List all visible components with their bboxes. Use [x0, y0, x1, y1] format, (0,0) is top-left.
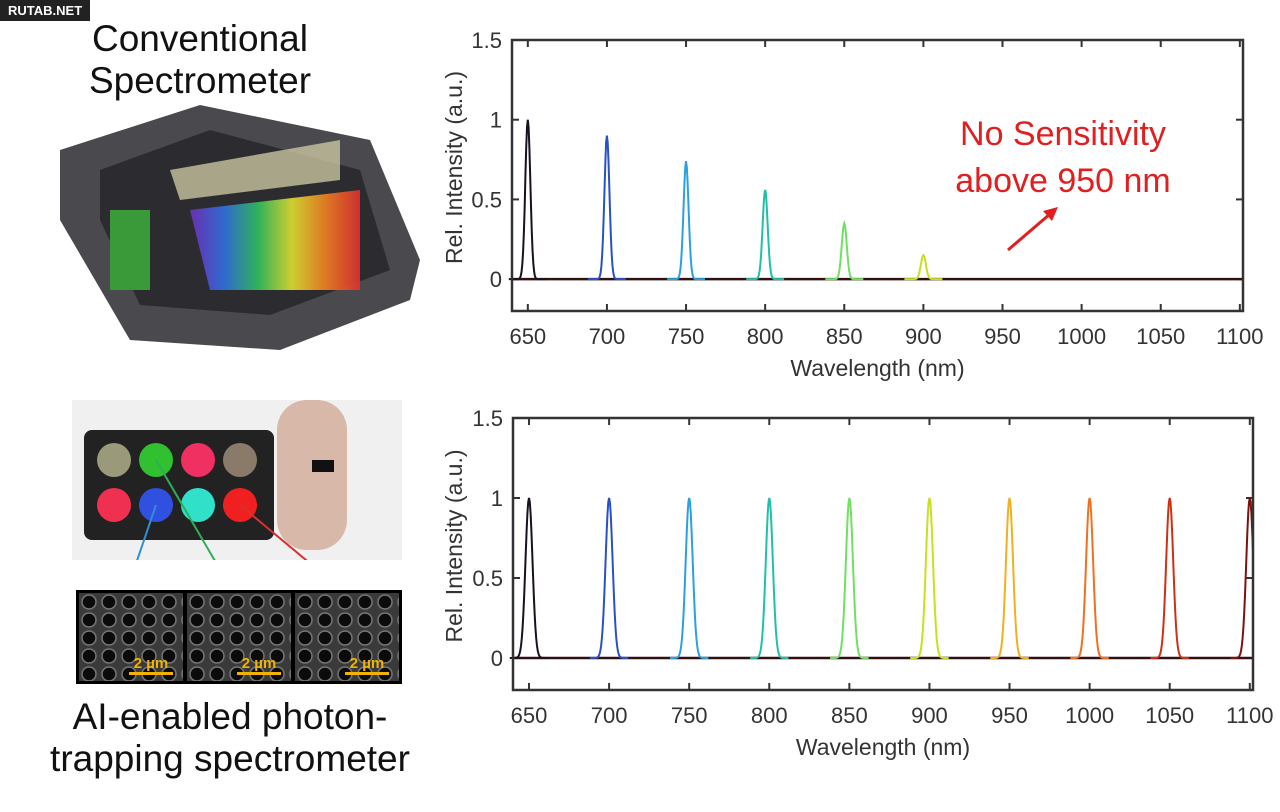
x-tick-label: 1050 — [1145, 703, 1194, 728]
x-tick-label: 950 — [984, 324, 1021, 349]
x-tick-label: 700 — [589, 324, 626, 349]
spectrum-peak-900 — [910, 497, 949, 659]
plot-frame — [511, 416, 1255, 692]
annotation-arrow — [1007, 212, 1051, 252]
x-axis-label: Wavelength (nm) — [796, 734, 970, 760]
conventional-caption: Conventional Spectrometer — [50, 18, 350, 102]
x-tick-label: 1000 — [1057, 324, 1106, 349]
y-tick-label: 0.5 — [472, 566, 503, 591]
x-tick-label: 1050 — [1136, 324, 1185, 349]
spectrum-peak-850 — [825, 219, 864, 281]
x-tick-label: 650 — [509, 324, 546, 349]
x-tick-label: 750 — [671, 703, 708, 728]
spectrum-peak-1100 — [1230, 497, 1254, 659]
x-tick-label: 800 — [751, 703, 788, 728]
y-tick-label: 0 — [491, 646, 503, 671]
spectrum-peak-850 — [830, 497, 869, 659]
sem-image-blue: 2 µm — [76, 590, 186, 684]
x-tick-label: 850 — [826, 324, 863, 349]
scale-bar: 2 µm — [129, 655, 173, 675]
x-tick-label: 800 — [747, 324, 784, 349]
caption-line: Conventional — [92, 18, 308, 59]
spectrum-peak-800 — [750, 497, 789, 659]
x-tick-label: 950 — [991, 703, 1028, 728]
spectrum-peak-650 — [508, 119, 547, 281]
x-tick-label: 700 — [591, 703, 628, 728]
x-tick-label: 900 — [905, 324, 942, 349]
caption-line: Spectrometer — [88, 60, 312, 101]
spectrometer-illustration — [60, 105, 420, 350]
y-axis-label: Rel. Intensity (a.u.) — [441, 449, 467, 642]
y-tick-label: 1.5 — [471, 28, 502, 53]
y-tick-label: 1.5 — [472, 406, 503, 431]
annotation-line-2: above 950 nm — [955, 162, 1171, 200]
spectrum-peak-1000 — [1070, 497, 1109, 659]
arrow-head-icon — [1043, 207, 1058, 221]
scale-bar: 2 µm — [237, 655, 281, 675]
spectrum-peak-700 — [589, 497, 629, 659]
sem-image-red: 2 µm — [292, 590, 402, 684]
x-tick-label: 750 — [668, 324, 705, 349]
caption-line: trapping spectrometer — [50, 738, 410, 779]
y-tick-label: 0 — [490, 267, 502, 292]
x-axis-label: Wavelength (nm) — [790, 355, 964, 381]
spectrum-peak-750 — [667, 161, 705, 281]
x-tick-label: 1100 — [1216, 324, 1263, 349]
spectrum-peak-750 — [670, 497, 709, 659]
x-tick-label: 850 — [831, 703, 868, 728]
chip-photo — [72, 400, 402, 560]
spectrum-peak-1050 — [1150, 497, 1189, 659]
ai-spectrometer-caption: AI-enabled photon- trapping spectrometer — [20, 696, 440, 780]
caption-line: AI-enabled photon- — [72, 696, 388, 737]
x-tick-label: 650 — [511, 703, 548, 728]
y-tick-label: 1 — [491, 486, 503, 511]
y-tick-label: 1 — [490, 108, 502, 133]
spectrum-peak-950 — [990, 497, 1029, 659]
sem-image-green: 2 µm — [184, 590, 294, 684]
watermark: RUTAB.NET — [0, 0, 91, 21]
spectrum-peak-700 — [587, 135, 626, 281]
spectrum-peak-650 — [509, 497, 549, 659]
annotation-line-1: No Sensitivity — [960, 115, 1166, 153]
spectrum-peak-900 — [904, 253, 943, 281]
spectrum-peak-800 — [746, 189, 785, 281]
conventional-spectrum-chart: 0 0.5 1 1.5 650 700 750 800 850 900 950 1000 1050 110… — [441, 28, 1263, 381]
x-tick-label: 1100 — [1226, 703, 1273, 728]
x-tick-label: 900 — [911, 703, 948, 728]
scale-bar: 2 µm — [345, 655, 389, 675]
y-tick-label: 0.5 — [471, 187, 502, 212]
y-axis-label: Rel. Intensity (a.u.) — [441, 71, 467, 264]
x-tick-label: 1000 — [1065, 703, 1114, 728]
plot-frame — [510, 38, 1245, 313]
